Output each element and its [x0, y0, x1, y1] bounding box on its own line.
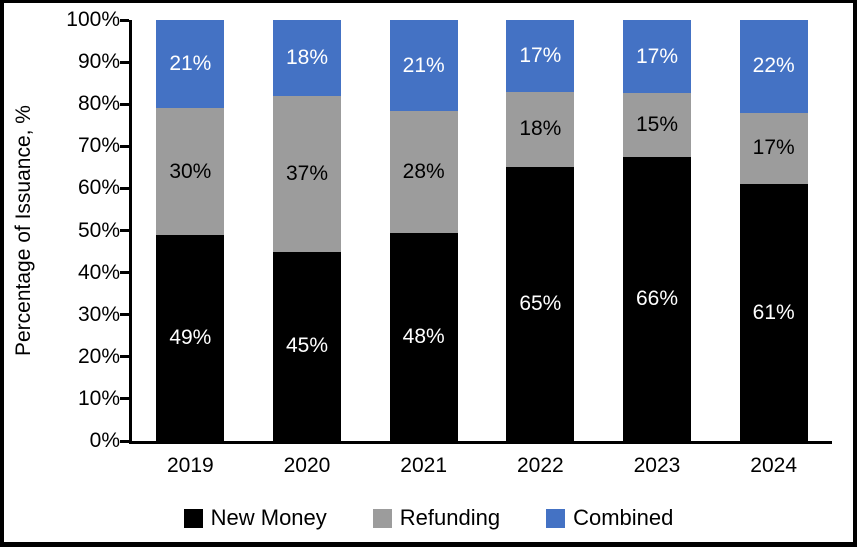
y-tick-mark-20 — [120, 355, 129, 359]
x-tick-label-2021: 2021 — [400, 454, 448, 477]
y-tick-label-20: 20% — [77, 344, 120, 368]
bar-segment-combined-2020[interactable]: 18% — [272, 20, 341, 96]
bar-segment-new-money-2023[interactable]: 66% — [622, 157, 691, 441]
stacked-bar-2023: 66% 15% 17% — [622, 20, 691, 441]
bar-value-label: 65% — [519, 292, 562, 316]
y-tick-mark-70 — [120, 144, 129, 148]
bar-value-label: 49% — [169, 325, 212, 349]
legend-label: Refunding — [399, 505, 501, 530]
x-tick-label-2020: 2020 — [283, 454, 331, 477]
bar-value-label: 21% — [169, 52, 212, 76]
legend-swatch-icon — [546, 508, 566, 528]
bar-value-label: 61% — [752, 300, 795, 324]
bar-value-label: 17% — [635, 44, 678, 68]
bar-value-label: 37% — [285, 161, 328, 185]
legend-item-combined[interactable]: Combined — [546, 505, 673, 531]
bar-value-label: 17% — [519, 43, 562, 67]
bar-segment-combined-2021[interactable]: 21% — [389, 20, 458, 112]
bar-value-label: 15% — [635, 113, 678, 137]
y-tick-label-50: 50% — [77, 218, 120, 242]
bar-value-label: 66% — [635, 287, 678, 311]
legend-item-refunding[interactable]: Refunding — [372, 505, 501, 531]
y-tick-label-100: 100% — [66, 8, 120, 31]
y-tick-mark-60 — [120, 186, 129, 190]
bar-value-label: 21% — [402, 53, 445, 77]
stacked-bar-2019: 49% 30% 21% — [156, 20, 225, 441]
bar-segment-new-money-2020[interactable]: 45% — [272, 251, 341, 441]
y-tick-mark-30 — [120, 313, 129, 317]
stacked-bar-2020: 45% 37% 18% — [272, 20, 341, 441]
bar-segment-refunding-2019[interactable]: 30% — [156, 108, 225, 235]
stacked-bar-2021: 48% 28% 21% — [389, 20, 458, 441]
y-axis-title: Percentage of Issuance, % — [12, 105, 35, 356]
legend-swatch-icon — [183, 508, 203, 528]
bar-value-label: 18% — [519, 117, 562, 141]
y-tick-mark-80 — [120, 102, 129, 106]
bar-slot-2020: 45% 37% 18% — [249, 20, 366, 441]
bar-segment-new-money-2024[interactable]: 61% — [739, 184, 808, 441]
y-tick-label-40: 40% — [77, 260, 120, 284]
bar-value-label: 45% — [285, 334, 328, 358]
bar-value-label: 18% — [285, 45, 328, 69]
y-tick-mark-40 — [120, 271, 129, 275]
y-tick-mark-90 — [120, 60, 129, 64]
bar-segment-refunding-2024[interactable]: 17% — [739, 112, 808, 185]
bar-slot-2022: 65% 18% 17% — [482, 20, 599, 441]
bar-segment-combined-2024[interactable]: 22% — [739, 20, 808, 113]
legend-label: Combined — [573, 505, 674, 530]
bar-slot-2023: 66% 15% 17% — [599, 20, 716, 441]
y-tick-label-60: 60% — [77, 176, 120, 200]
x-tick-label-2022: 2022 — [516, 454, 564, 477]
y-tick-label-10: 10% — [77, 386, 120, 410]
bar-segment-refunding-2023[interactable]: 15% — [622, 93, 691, 158]
y-tick-label-70: 70% — [77, 134, 120, 158]
bar-segment-refunding-2021[interactable]: 28% — [389, 111, 458, 233]
legend-item-new-money[interactable]: New Money — [183, 505, 327, 531]
bar-value-label: 22% — [752, 54, 795, 78]
x-tick-label-2024: 2024 — [750, 454, 798, 477]
bar-value-label: 30% — [169, 159, 212, 183]
bar-segment-refunding-2022[interactable]: 18% — [506, 91, 575, 168]
bar-value-label: 17% — [752, 136, 795, 160]
bar-segment-combined-2022[interactable]: 17% — [506, 20, 575, 92]
plot-area: 49% 30% 21% 45% 37% 18% 48% 28% 21% 65% 18% 17% 66% 1… — [120, 18, 832, 444]
y-tick-mark-100 — [120, 18, 129, 22]
x-axis-tick-labels: 2019 2020 2021 2022 2023 2024 — [132, 454, 832, 480]
bar-segment-refunding-2020[interactable]: 37% — [272, 95, 341, 252]
bar-slot-2024: 61% 17% 22% — [715, 20, 832, 441]
y-tick-mark-0 — [120, 439, 129, 443]
y-tick-label-30: 30% — [77, 302, 120, 326]
x-tick-label-2023: 2023 — [633, 454, 681, 477]
y-tick-label-80: 80% — [77, 92, 120, 116]
bar-slot-2021: 48% 28% 21% — [365, 20, 482, 441]
bar-value-label: 48% — [402, 324, 445, 348]
stacked-bar-2022: 65% 18% 17% — [506, 20, 575, 441]
bar-segment-new-money-2022[interactable]: 65% — [506, 167, 575, 441]
y-axis-tick-labels: 0% 10% 20% 30% 40% 50% 60% 70% 80% 90% 100% — [38, 9, 120, 452]
bar-segment-combined-2019[interactable]: 21% — [156, 20, 225, 109]
y-tick-mark-10 — [120, 397, 129, 401]
legend-label: New Money — [210, 505, 327, 530]
y-tick-label-90: 90% — [77, 50, 120, 74]
bar-value-label: 28% — [402, 159, 445, 183]
bar-segment-new-money-2019[interactable]: 49% — [156, 234, 225, 441]
stacked-bar-2024: 61% 17% 22% — [739, 20, 808, 441]
y-axis-title-wrap: Percentage of Issuance, % — [8, 20, 40, 441]
x-tick-label-2019: 2019 — [166, 454, 214, 477]
legend: New Money Refunding Combined — [4, 502, 853, 534]
y-tick-label-0: 0% — [89, 429, 120, 452]
legend-swatch-icon — [372, 508, 392, 528]
bar-slot-2019: 49% 30% 21% — [132, 20, 249, 441]
y-tick-mark-50 — [120, 229, 129, 232]
bar-segment-combined-2023[interactable]: 17% — [622, 20, 691, 94]
bar-segment-new-money-2021[interactable]: 48% — [389, 232, 458, 441]
